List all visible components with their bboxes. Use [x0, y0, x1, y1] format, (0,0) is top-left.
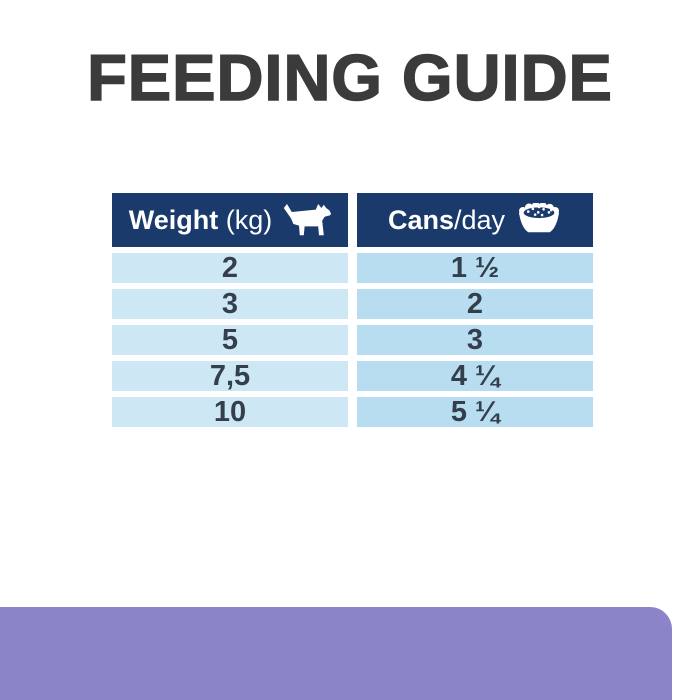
table-cell-cans-row1: 1 ½ — [357, 252, 593, 284]
table-cell-weight-row2: 3 — [112, 288, 348, 320]
weight-header-label: Weight (kg) — [128, 204, 273, 235]
table-cell-weight-row3: 5 — [112, 324, 348, 356]
food-bowl-icon — [516, 203, 562, 237]
table-cell-cans-row5: 5 ¼ — [357, 396, 593, 428]
table-cell-cans-row2: 2 — [357, 288, 593, 320]
footer-accent-bar — [0, 607, 672, 700]
table-cell-cans-row4: 4 ¼ — [357, 360, 593, 392]
dog-icon — [283, 203, 332, 237]
column-header-weight: Weight (kg) — [112, 193, 348, 247]
page-title: FEEDING GUIDE — [86, 41, 613, 114]
feeding-table: Weight (kg) Cans/day — [112, 193, 593, 428]
table-cell-weight-row4: 7,5 — [112, 360, 348, 392]
table-cell-weight-row5: 10 — [112, 396, 348, 428]
column-header-cans: Cans/day — [357, 193, 593, 247]
table-cell-weight-row1: 2 — [112, 252, 348, 284]
table-cell-cans-row3: 3 — [357, 324, 593, 356]
cans-header-label: Cans/day — [387, 204, 506, 235]
